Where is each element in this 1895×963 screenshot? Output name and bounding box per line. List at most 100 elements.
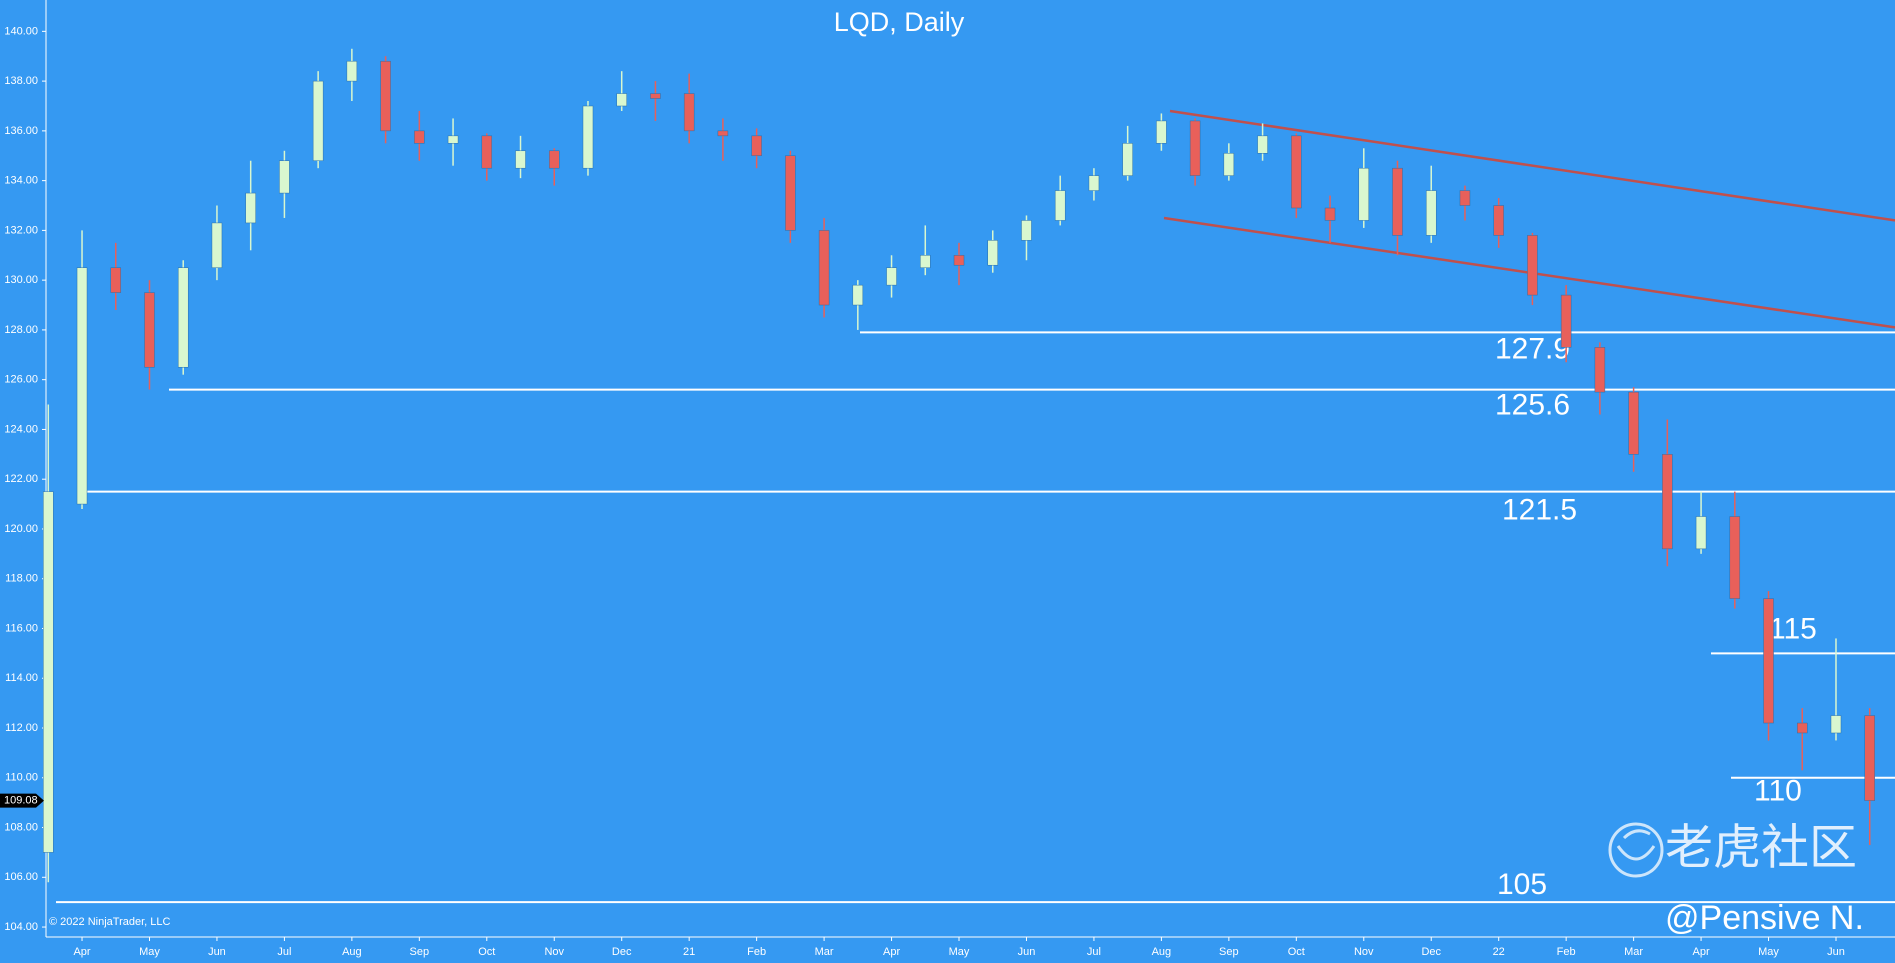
candle-body: [1797, 722, 1808, 734]
candle-body: [1358, 167, 1370, 221]
candle-body: [43, 491, 54, 853]
candle: [1560, 285, 1572, 363]
candle-body: [953, 255, 965, 266]
candle: [1797, 708, 1808, 771]
y-tick-label: 138.00: [4, 75, 38, 87]
x-tick-label: Feb: [1557, 946, 1576, 958]
x-tick-label: 21: [683, 946, 695, 958]
y-tick-label: 110.00: [5, 772, 38, 784]
y-tick-label: 130.00: [4, 274, 38, 286]
candle-body: [1493, 205, 1504, 236]
candle-body: [1189, 120, 1201, 176]
candle-body: [1459, 190, 1471, 206]
candle: [279, 150, 290, 218]
candle-body: [1628, 391, 1639, 455]
y-tick-label: 128.00: [4, 324, 38, 336]
x-tick-label: Nov: [1354, 946, 1374, 958]
candle-body: [1763, 598, 1774, 724]
candle-body: [582, 105, 594, 169]
candle-body: [1830, 715, 1842, 734]
y-tick-label: 108.00: [4, 821, 38, 833]
candle-body: [1729, 516, 1741, 599]
candle: [380, 56, 391, 144]
candle-body: [447, 135, 459, 144]
x-tick-label: Aug: [1152, 946, 1172, 958]
y-tick-label: 126.00: [4, 374, 38, 386]
candle: [582, 101, 594, 176]
chart-title: LQD, Daily: [834, 7, 965, 37]
copyright: © 2022 NinjaTrader, LLC: [49, 916, 170, 928]
candle-body: [414, 130, 425, 144]
candle: [1594, 342, 1606, 415]
candle: [177, 260, 189, 375]
level-label: 115: [1769, 612, 1817, 645]
candle: [1493, 198, 1504, 248]
watermark: 老虎社区: [1665, 822, 1857, 875]
candle: [549, 148, 560, 186]
candle: [1189, 118, 1201, 186]
candle: [245, 160, 256, 251]
y-tick-label: 104.00: [4, 921, 38, 933]
candle-body: [886, 267, 897, 286]
y-tick-label: 106.00: [4, 871, 38, 883]
candle: [818, 217, 830, 318]
candle-body: [481, 135, 493, 169]
candle-body: [1594, 347, 1606, 393]
candle-body: [346, 60, 358, 82]
y-tick-label: 124.00: [4, 423, 38, 435]
candle-body: [1021, 220, 1032, 241]
level-label: 110: [1754, 775, 1802, 808]
candle-body: [717, 130, 729, 137]
candle-body: [144, 292, 155, 368]
candle: [1830, 638, 1842, 741]
candle-body: [549, 150, 560, 169]
x-tick-label: Mar: [1624, 946, 1643, 958]
credit: @Pensive N.: [1665, 899, 1864, 937]
candle: [920, 225, 931, 276]
candle-body: [515, 150, 526, 169]
candle-body: [1223, 153, 1235, 176]
y-tick-label: 120.00: [4, 523, 38, 535]
x-tick-label: Aug: [342, 946, 362, 958]
last-price-tag: [0, 793, 44, 808]
candle: [1695, 491, 1707, 554]
candle: [481, 133, 493, 181]
candle-body: [1392, 167, 1403, 236]
x-tick-label: Jul: [277, 946, 291, 958]
candle: [414, 110, 425, 161]
x-tick-label: Mar: [815, 946, 834, 958]
candle: [76, 230, 88, 510]
candle: [1257, 123, 1268, 161]
candle-body: [751, 135, 762, 157]
x-tick-label: 22: [1493, 946, 1505, 958]
candle: [1864, 708, 1875, 845]
candle: [1527, 232, 1538, 306]
candle: [1054, 175, 1066, 226]
candle: [1122, 125, 1133, 181]
candle: [1088, 168, 1100, 201]
candle-body: [1257, 135, 1268, 154]
candle-body: [1425, 190, 1437, 236]
candle: [1358, 148, 1370, 228]
x-tick-label: Feb: [747, 946, 766, 958]
x-tick-label: Jun: [1827, 946, 1845, 958]
candle: [1324, 195, 1336, 243]
candle-body: [76, 267, 88, 505]
x-tick-label: Jul: [1087, 946, 1101, 958]
candle-body: [1662, 454, 1673, 550]
level-label: 125.6: [1495, 389, 1570, 422]
y-tick-label: 116.00: [5, 622, 38, 634]
candle: [886, 255, 897, 298]
candle-body: [1864, 715, 1875, 801]
candle: [1291, 133, 1302, 218]
candle: [43, 404, 54, 883]
candle: [447, 118, 459, 166]
candle-body: [1156, 120, 1167, 144]
candle: [852, 280, 864, 330]
candle-body: [1122, 143, 1133, 176]
candle: [346, 48, 358, 102]
candle: [987, 230, 998, 273]
candle-body: [920, 255, 931, 268]
